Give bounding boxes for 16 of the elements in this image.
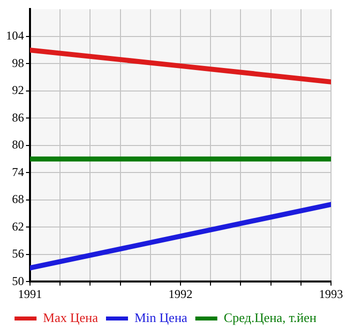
y-tick-label: 92 bbox=[12, 83, 24, 98]
y-tick-label: 50 bbox=[12, 274, 24, 288]
x-tick-label: 1992 bbox=[168, 286, 192, 301]
y-tick-label: 56 bbox=[12, 246, 24, 261]
x-tick-label: 1991 bbox=[18, 286, 42, 301]
y-tick-label: 80 bbox=[12, 138, 24, 152]
y-tick-label: 86 bbox=[12, 110, 24, 124]
y-tick-label: 98 bbox=[12, 56, 24, 70]
y-tick-label: 104 bbox=[6, 28, 24, 43]
y-tick-label: 74 bbox=[12, 164, 24, 179]
legend-label: Max Цена bbox=[43, 310, 98, 325]
x-tick-label: 1993 bbox=[319, 286, 343, 301]
y-tick-label: 62 bbox=[12, 219, 24, 234]
legend-label: Сред.Цена, т.йен bbox=[224, 310, 317, 325]
legend-label: Min Цена bbox=[134, 310, 188, 325]
y-tick-label: 68 bbox=[12, 192, 24, 206]
